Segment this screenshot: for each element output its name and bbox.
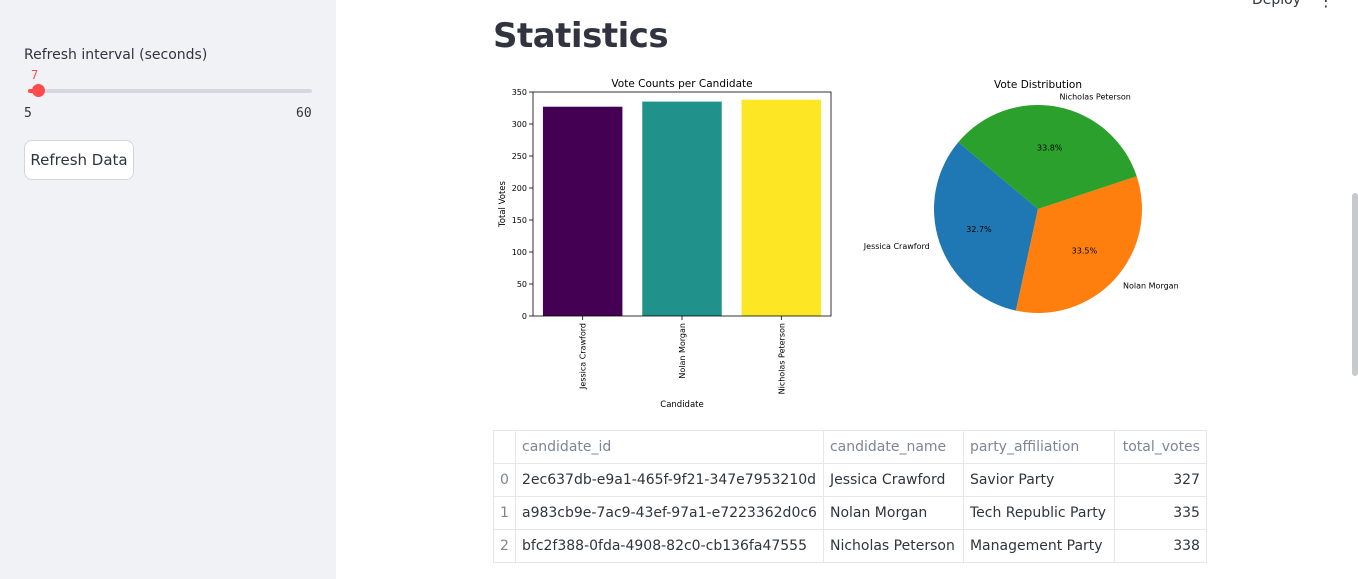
plot-frame — [532, 91, 832, 317]
pie-percent-label: 33.5% — [1072, 247, 1098, 256]
y-tick-label: 200 — [512, 184, 527, 193]
pie-slice-label: Nolan Morgan — [1123, 282, 1179, 291]
cell-total-votes[interactable]: 335 — [1113, 496, 1207, 530]
pie-percent-label: 33.8% — [1037, 144, 1063, 153]
y-tick-label: 0 — [522, 312, 527, 321]
table-header-row: candidate_id candidate_name party_affili… — [493, 430, 1207, 464]
cell-candidate-id[interactable]: bfc2f388-0fda-4908-82c0-cb136fa47555 — [515, 529, 824, 563]
cell-candidate-name[interactable]: Nolan Morgan — [822, 496, 964, 530]
table-header-index[interactable] — [493, 430, 516, 464]
cell-candidate-id[interactable]: a983cb9e-7ac9-43ef-97a1-e7223362d0c6 — [515, 496, 824, 530]
slider-min-label: 5 — [24, 106, 32, 121]
y-tick-label: 50 — [517, 280, 527, 289]
row-index: 1 — [493, 496, 516, 530]
table-row: 0 2ec637db-e9a1-465f-9f21-347e7953210d J… — [493, 463, 1207, 497]
bar-0 — [542, 106, 623, 316]
more-vertical-icon[interactable]: ⋮ — [1318, 0, 1334, 10]
slider-thumb[interactable] — [32, 84, 46, 97]
table-row: 1 a983cb9e-7ac9-43ef-97a1-e7223362d0c6 N… — [493, 496, 1207, 530]
cell-candidate-id[interactable]: 2ec637db-e9a1-465f-9f21-347e7953210d — [515, 463, 824, 497]
pie-slice-0 — [934, 142, 1038, 311]
pie-slice-label: Nicholas Peterson — [1060, 93, 1131, 102]
y-tick-label: 150 — [512, 216, 527, 225]
cell-party-affiliation[interactable]: Management Party — [962, 529, 1115, 563]
refresh-interval-label: Refresh interval (seconds) — [24, 47, 208, 63]
table-row: 2 bfc2f388-0fda-4908-82c0-cb136fa47555 N… — [493, 529, 1207, 563]
x-tick-label: Nolan Morgan — [678, 323, 687, 379]
refresh-interval-slider[interactable] — [28, 89, 312, 93]
row-index: 0 — [493, 463, 516, 497]
cell-total-votes[interactable]: 338 — [1113, 529, 1207, 563]
y-tick-label: 300 — [512, 120, 527, 129]
refresh-data-button[interactable]: Refresh Data — [24, 140, 134, 180]
main-scrollbar[interactable] — [1352, 193, 1358, 376]
pie-slice-2 — [958, 104, 1137, 209]
pie-chart-title: Vote Distribution — [994, 79, 1082, 91]
y-tick-label: 100 — [512, 248, 527, 257]
y-axis-label: Total Votes — [498, 180, 508, 227]
cell-party-affiliation[interactable]: Tech Republic Party — [962, 496, 1115, 530]
bar-chart-title: Vote Counts per Candidate — [611, 78, 752, 90]
page-title: Statistics — [493, 16, 669, 56]
table-header-candidate-id[interactable]: candidate_id — [515, 430, 824, 464]
x-tick-label: Nicholas Peterson — [777, 323, 786, 394]
cell-party-affiliation[interactable]: Savior Party — [962, 463, 1115, 497]
vote-counts-bar-chart: Vote Counts per Candidate Jessica Crawfor… — [498, 78, 832, 410]
sidebar: Refresh interval (seconds) 7 5 60 Refres… — [0, 0, 336, 579]
pie-percent-label: 32.7% — [966, 225, 992, 234]
slider-current-value: 7 — [31, 68, 39, 82]
cell-total-votes[interactable]: 327 — [1113, 463, 1207, 497]
pie-slice-label: Jessica Crawford — [863, 242, 930, 251]
pie-slice-1 — [1015, 176, 1142, 313]
cell-candidate-name[interactable]: Nicholas Peterson — [822, 529, 964, 563]
vote-distribution-pie-chart: Vote Distribution 32.7% Jessica Crawford 33… — [863, 79, 1179, 313]
y-tick-label: 350 — [512, 88, 527, 97]
y-tick-label: 250 — [512, 152, 527, 161]
table-header-candidate-name[interactable]: candidate_name — [822, 430, 964, 464]
slider-max-label: 60 — [296, 106, 312, 121]
table-header-party-affiliation[interactable]: party_affiliation — [962, 430, 1115, 464]
table-header-total-votes[interactable]: total_votes — [1113, 430, 1207, 464]
x-tick-label: Jessica Crawford — [579, 323, 588, 390]
x-axis-label: Candidate — [660, 400, 703, 410]
cell-candidate-name[interactable]: Jessica Crawford — [822, 463, 964, 497]
candidates-table: candidate_id candidate_name party_affili… — [493, 430, 1207, 563]
deploy-button[interactable]: Deploy — [1252, 0, 1302, 8]
bar-1 — [642, 101, 722, 316]
row-index: 2 — [493, 529, 516, 563]
bar-2 — [741, 99, 822, 317]
